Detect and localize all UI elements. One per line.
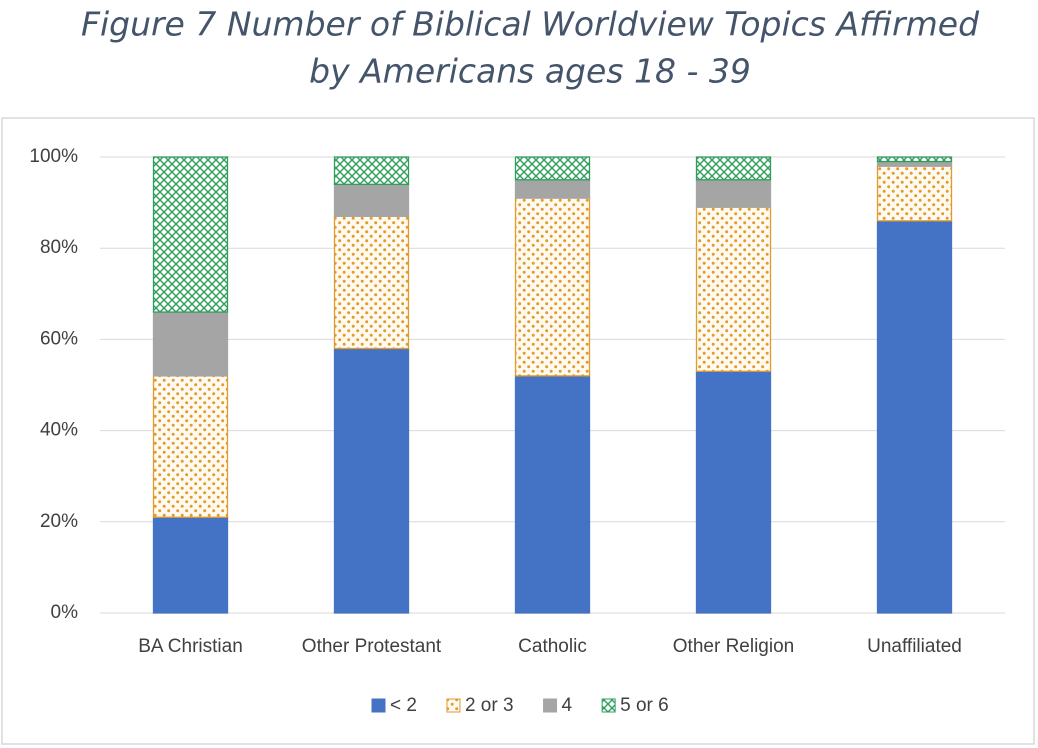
x-tick-label: Other Protestant: [302, 636, 442, 657]
bar-segment: [695, 156, 772, 181]
legend-label: < 2: [390, 695, 417, 716]
bar-segment: [695, 370, 772, 614]
bar-segment: [876, 156, 953, 163]
chart-title: Figure 7 Number of Biblical Worldview To…: [81, 5, 980, 44]
chart-frame: [1, 117, 1035, 745]
bar-segment: [333, 156, 410, 186]
bar-segment: [695, 206, 772, 372]
x-tick-label: Other Religion: [673, 636, 794, 657]
y-tick-label: 100%: [29, 146, 78, 167]
legend-label: 2 or 3: [465, 695, 514, 716]
bar-segment: [514, 375, 591, 614]
bar-segment: [152, 375, 229, 518]
chart-title: by Americans ages 18 - 39: [309, 52, 751, 91]
legend-label: 5 or 6: [620, 695, 669, 716]
x-tick-label: Catholic: [518, 636, 587, 657]
bar-segment: [152, 311, 229, 377]
bar-segment: [695, 179, 772, 208]
x-tick-label: Unaffiliated: [867, 636, 962, 657]
legend-swatch: [601, 698, 616, 713]
bar-segment: [152, 516, 229, 614]
legend-swatch: [446, 698, 461, 713]
y-tick-label: 40%: [40, 420, 78, 441]
bar-segment: [514, 197, 591, 377]
legend-swatch: [371, 698, 386, 713]
bar-segment: [333, 215, 410, 350]
legend-label: 4: [562, 695, 573, 716]
bar-segment: [876, 160, 953, 167]
bar-segment: [876, 220, 953, 614]
bar-segment: [876, 165, 953, 222]
bar-segment: [514, 156, 591, 181]
bar-segment: [514, 179, 591, 199]
legend-swatch: [543, 698, 558, 713]
y-tick-label: 60%: [40, 328, 78, 349]
y-tick-label: 20%: [40, 511, 78, 532]
y-tick-label: 80%: [40, 237, 78, 258]
bar-segment: [333, 347, 410, 614]
x-tick-label: BA Christian: [138, 636, 243, 657]
bar-segment: [152, 156, 229, 313]
y-tick-label: 0%: [51, 602, 79, 623]
bar-segment: [333, 183, 410, 217]
